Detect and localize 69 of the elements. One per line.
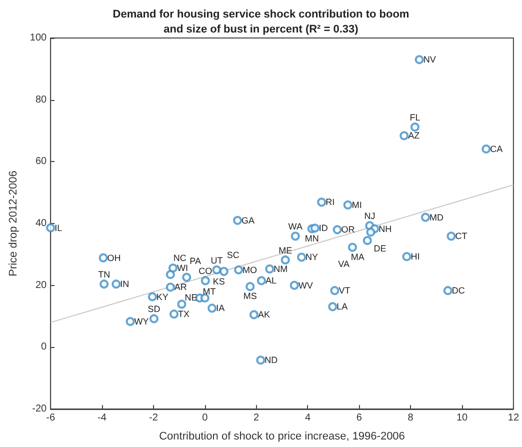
annotation: KS — [212, 276, 225, 287]
x-tick-label: -4 — [98, 412, 107, 424]
x-tick-label: -6 — [46, 412, 56, 424]
annotation: GA — [242, 215, 255, 226]
annotation: WV — [298, 280, 313, 290]
annotation: RI — [326, 197, 335, 208]
annotation: HI — [410, 252, 420, 262]
annotation: MT — [202, 286, 216, 297]
annotation: VT — [338, 286, 351, 296]
annotation: TX — [178, 309, 190, 320]
annotation: WY — [134, 316, 149, 327]
y-tick-label: -20 — [32, 404, 48, 414]
x-tick-label: 4 — [304, 412, 311, 424]
annotation: AZ — [408, 130, 420, 141]
annotation: WI — [176, 263, 188, 274]
x-axis-title: Contribution of shock to price increase, 1996-2006 — [159, 430, 405, 442]
annotation: IN — [120, 279, 130, 290]
y-tick-label: 0 — [41, 342, 48, 353]
y-tick-label: 20 — [35, 280, 48, 291]
annotation: ND — [264, 355, 278, 366]
annotation: OR — [341, 224, 356, 235]
annotation: TN — [98, 270, 110, 280]
annotation: MD — [429, 212, 444, 222]
chart-title: Demand for housing service shock contribution to boom and size of bust in percent (R² = 0.33) — [112, 8, 410, 36]
annotation: SC — [226, 250, 240, 260]
y-axis-title: Price drop 2012-2006 — [8, 170, 20, 276]
annotation: MO — [242, 264, 258, 275]
annotation: NV — [423, 54, 436, 65]
annotation: MN — [304, 233, 319, 244]
annotation: LA — [336, 302, 348, 312]
annotation: UT — [210, 255, 224, 266]
annotation: NJ — [364, 211, 376, 222]
annotation: SD — [148, 304, 161, 314]
annotation: VA — [338, 258, 350, 269]
x-tick-label: 2 — [254, 412, 260, 424]
annotation: AK — [258, 310, 270, 320]
annotation: PA — [190, 256, 201, 266]
y-tick-label: 40 — [35, 218, 48, 229]
annotation: CT — [455, 231, 468, 242]
annotation: MA — [350, 252, 364, 262]
annotation: WA — [288, 222, 302, 232]
annotation: DE — [374, 244, 386, 254]
annotation: NC — [173, 253, 187, 264]
annotation: FL — [410, 112, 420, 123]
annotation: IA — [216, 303, 225, 314]
x-tick-label: 0 — [202, 412, 208, 424]
annotation: NM — [274, 264, 288, 274]
annotation: NY — [306, 252, 318, 262]
annotation: AL — [265, 276, 276, 286]
x-tick-label: -2 — [148, 412, 158, 424]
y-tick-label: 100 — [30, 32, 48, 44]
y-tick-label: 60 — [35, 156, 48, 168]
x-tick-label: 6 — [356, 412, 362, 424]
annotation: CO — [198, 266, 212, 276]
x-tick-label: 8 — [408, 412, 414, 424]
annotation: NH — [378, 224, 392, 234]
annotation: ID — [318, 223, 328, 234]
annotation: IL — [54, 222, 62, 233]
x-tick-label: 10 — [456, 412, 468, 424]
annotation: AR — [174, 282, 188, 292]
annotation: MS — [243, 291, 257, 302]
x-tick-label: 12 — [508, 412, 520, 424]
annotation: ME — [278, 245, 292, 256]
annotation: DC — [452, 286, 466, 296]
annotation: MI — [352, 200, 362, 210]
annotation: KY — [156, 292, 168, 302]
y-tick-label: 80 — [35, 94, 48, 106]
annotation: OH — [107, 252, 121, 263]
annotation: CA — [490, 144, 503, 154]
